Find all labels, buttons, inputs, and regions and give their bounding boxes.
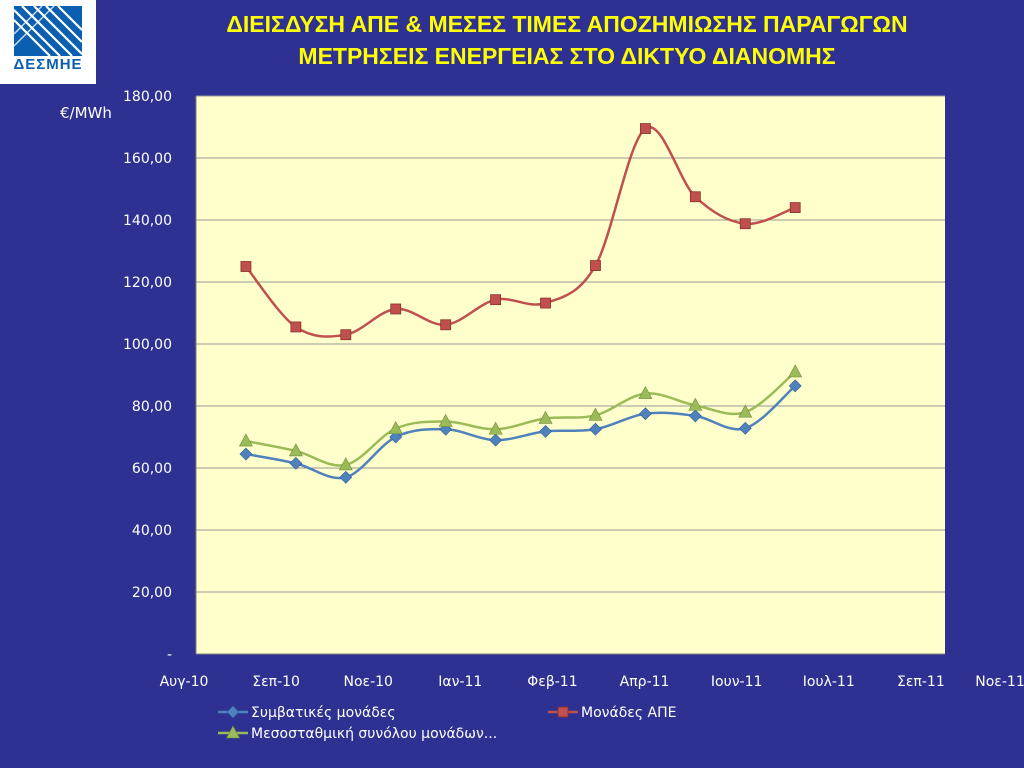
legend-swatch-marker — [226, 705, 240, 719]
x-tick-label: Ιουν-11 — [711, 674, 762, 690]
data-point — [789, 202, 801, 214]
x-tick-label: Σεπ-11 — [897, 674, 945, 690]
y-tick-label: 60,00 — [132, 461, 172, 477]
slide-title: ΔΙΕΙΣΔΥΣΗ ΑΠΕ & ΜΕΣΕΣ ΤΙΜΕΣ ΑΠΟΖΗΜΙΩΣΗΣ … — [110, 8, 1024, 72]
logo-text: ΔΕΣΜΗΕ — [13, 56, 83, 73]
legend-label: Μεσοσταθμική συνόλου μονάδων... — [251, 726, 497, 742]
legend-item: Μονάδες ΑΠΕ — [548, 705, 676, 721]
x-tick-labels: Αυγ-10 Σεπ-10 Νοε-10 Ιαν-11 Φεβ-11 Απρ-11 Ιουν… — [160, 674, 1024, 690]
data-point — [589, 422, 602, 436]
data-point — [489, 433, 503, 447]
legend-label: Μονάδες ΑΠΕ — [581, 705, 676, 721]
y-tick-label: 40,00 — [132, 523, 172, 539]
y-tick-label: - — [167, 647, 172, 663]
y-tick-label: 80,00 — [132, 399, 172, 415]
x-tick-label: Ιουλ-11 — [803, 674, 855, 690]
data-point — [340, 329, 352, 341]
x-tick-label: Νοε-11 — [975, 674, 1024, 690]
y-tick-label: 20,00 — [132, 585, 172, 601]
title-line-1: ΔΙΕΙΣΔΥΣΗ ΑΠΕ & ΜΕΣΕΣ ΤΙΜΕΣ ΑΠΟΖΗΜΙΩΣΗΣ … — [226, 11, 908, 37]
data-point — [539, 424, 552, 438]
data-point — [638, 385, 653, 399]
data-point — [290, 321, 302, 333]
data-point — [239, 447, 253, 461]
logo: ΔΕΣΜΗΕ — [0, 0, 96, 84]
data-point — [490, 294, 502, 306]
y-tick-label: 120,00 — [123, 275, 172, 291]
y-tick-label: 140,00 — [123, 213, 172, 229]
data-point — [390, 303, 402, 315]
data-point — [288, 443, 303, 457]
data-point — [689, 191, 701, 203]
data-point — [688, 397, 703, 411]
x-tick-label: Φεβ-11 — [527, 674, 577, 690]
series-3 — [238, 364, 803, 471]
data-point — [788, 364, 803, 378]
x-tick-label: Ιαν-11 — [438, 674, 482, 690]
x-tick-label: Σεπ-10 — [252, 674, 300, 690]
data-point — [638, 407, 652, 421]
data-point — [388, 421, 403, 434]
data-point — [540, 297, 551, 309]
data-point — [438, 413, 453, 427]
data-point — [240, 261, 252, 272]
data-point — [640, 123, 651, 134]
series — [238, 123, 803, 484]
data-point — [389, 430, 403, 444]
legend-label: Συμβατικές μονάδες — [251, 705, 396, 721]
y-tick-label: 180,00 — [123, 89, 172, 105]
data-point — [440, 319, 452, 331]
y-tick-label: 160,00 — [123, 151, 172, 167]
data-point — [788, 379, 802, 393]
data-point — [590, 260, 601, 271]
data-point — [338, 457, 353, 471]
x-tick-label: Απρ-11 — [620, 674, 670, 690]
data-point — [488, 421, 503, 435]
data-point — [738, 421, 752, 435]
data-point — [688, 409, 702, 423]
data-point — [588, 407, 603, 421]
legend-swatch-marker — [557, 706, 569, 718]
data-point — [289, 456, 303, 470]
legend: Συμβατικές μονάδες Μονάδες ΑΠΕ Μεσοσταθμικ… — [218, 705, 676, 742]
legend-swatch-marker — [225, 725, 241, 739]
data-point — [538, 410, 553, 424]
y-tick-labels: - 20,00 40,00 60,00 80,00 100,00 120,00 140,00 1… — [123, 89, 172, 663]
legend-item: Συμβατικές μονάδες — [218, 705, 396, 721]
axes — [195, 96, 945, 655]
series-2 — [240, 123, 801, 341]
x-tick-label: Νοε-10 — [343, 674, 392, 690]
data-point — [738, 404, 753, 418]
desmie-logo-icon — [14, 6, 82, 56]
data-point — [739, 218, 751, 230]
x-tick-label: Αυγ-10 — [160, 674, 209, 690]
plot-area — [196, 96, 945, 654]
title-line-2: ΜΕΤΡΗΣΕΙΣ ΕΝΕΡΓΕΙΑΣ ΣΤΟ ΔΙΚΤΥΟ ΔΙΑΝΟΜΗΣ — [298, 43, 836, 69]
legend-item: Μεσοσταθμική συνόλου μονάδων... — [218, 725, 497, 742]
y-tick-label: 100,00 — [123, 337, 172, 353]
data-point — [339, 470, 353, 484]
gridlines — [196, 95, 945, 593]
y-axis-unit: €/MWh — [60, 104, 112, 122]
data-point — [238, 433, 253, 447]
